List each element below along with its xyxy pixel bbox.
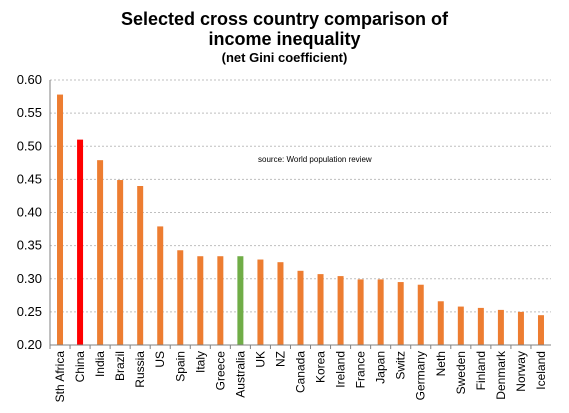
x-tick-label: Italy xyxy=(193,351,207,373)
bar-japan xyxy=(377,279,384,345)
bar-sth-africa xyxy=(57,94,64,345)
x-tick-label: Germany xyxy=(414,351,428,400)
x-tick-label: Japan xyxy=(374,351,388,384)
x-tick-label: China xyxy=(73,351,87,383)
bar-finland xyxy=(477,307,484,345)
bar-india xyxy=(97,160,104,345)
y-tick-label: 0.40 xyxy=(17,205,42,220)
x-tick-label: Greece xyxy=(213,351,227,391)
x-tick-label: Korea xyxy=(314,351,328,383)
y-tick-label: 0.35 xyxy=(17,238,42,253)
source-annotation: source: World population review xyxy=(258,155,372,164)
x-tick-label: Iceland xyxy=(534,351,548,390)
x-tick-label: Canada xyxy=(294,351,308,393)
bar-italy xyxy=(197,256,204,345)
y-tick-label: 0.20 xyxy=(17,337,42,352)
x-tick-label: Sweden xyxy=(454,351,468,394)
x-tick-labels: Sth Africa China India Brazil Russia US Spain I… xyxy=(53,350,548,402)
x-tick-label: Brazil xyxy=(113,351,127,381)
bar-denmark xyxy=(497,309,504,345)
bar-greece xyxy=(217,256,224,345)
bar-spain xyxy=(177,250,184,345)
bar-uk xyxy=(257,259,264,345)
bar-germany xyxy=(417,284,424,345)
x-tick-label: Spain xyxy=(173,351,187,382)
bar-sweden xyxy=(457,306,464,345)
x-tick-label: Ireland xyxy=(334,351,348,388)
bar-france xyxy=(357,279,364,345)
chart-subtitle: (net Gini coefficient) xyxy=(221,50,348,65)
y-tick-label: 0.50 xyxy=(17,138,42,153)
x-tick-label: India xyxy=(93,351,107,377)
bar-switz xyxy=(397,282,404,345)
y-tick-label: 0.60 xyxy=(17,72,42,87)
y-tick-labels: 0.60 0.55 0.50 0.45 0.40 0.35 0.30 0.25 0.20 xyxy=(17,72,42,352)
y-tick-label: 0.55 xyxy=(17,105,42,120)
x-tick-label: Switz xyxy=(394,351,408,380)
x-tick-label: Finland xyxy=(474,351,488,390)
bar-brazil xyxy=(117,180,124,345)
bar-ireland xyxy=(337,276,344,345)
chart-title: Selected cross country comparison of xyxy=(120,9,449,29)
bar-canada xyxy=(297,270,304,345)
x-tick-label: Denmark xyxy=(494,350,508,400)
x-tick-label: US xyxy=(153,351,167,368)
x-tick-label: Neth xyxy=(434,351,448,376)
y-tick-label: 0.30 xyxy=(17,271,42,286)
x-tick-label: NZ xyxy=(273,351,287,367)
bars xyxy=(57,94,544,345)
bar-us xyxy=(157,226,164,345)
y-tick-label: 0.25 xyxy=(17,304,42,319)
bar-australia xyxy=(237,256,244,345)
gridlines xyxy=(50,79,551,313)
bar-russia xyxy=(137,186,144,345)
bar-china xyxy=(77,139,84,345)
bar-korea xyxy=(317,274,324,345)
x-tick-label: France xyxy=(354,351,368,389)
x-tick-label: Australia xyxy=(233,351,247,398)
bar-nz xyxy=(277,262,284,345)
x-tick-label: Russia xyxy=(133,351,147,388)
y-tick-label: 0.45 xyxy=(17,171,42,186)
bar-norway xyxy=(517,311,524,345)
x-tick-label: Sth Africa xyxy=(53,351,67,403)
chart-title-line-2: income inequality xyxy=(208,29,361,49)
axes xyxy=(49,80,551,349)
bar-iceland xyxy=(537,315,544,345)
bar-neth xyxy=(437,301,444,345)
x-tick-label: Norway xyxy=(514,351,528,392)
x-tick-label: UK xyxy=(253,351,267,368)
